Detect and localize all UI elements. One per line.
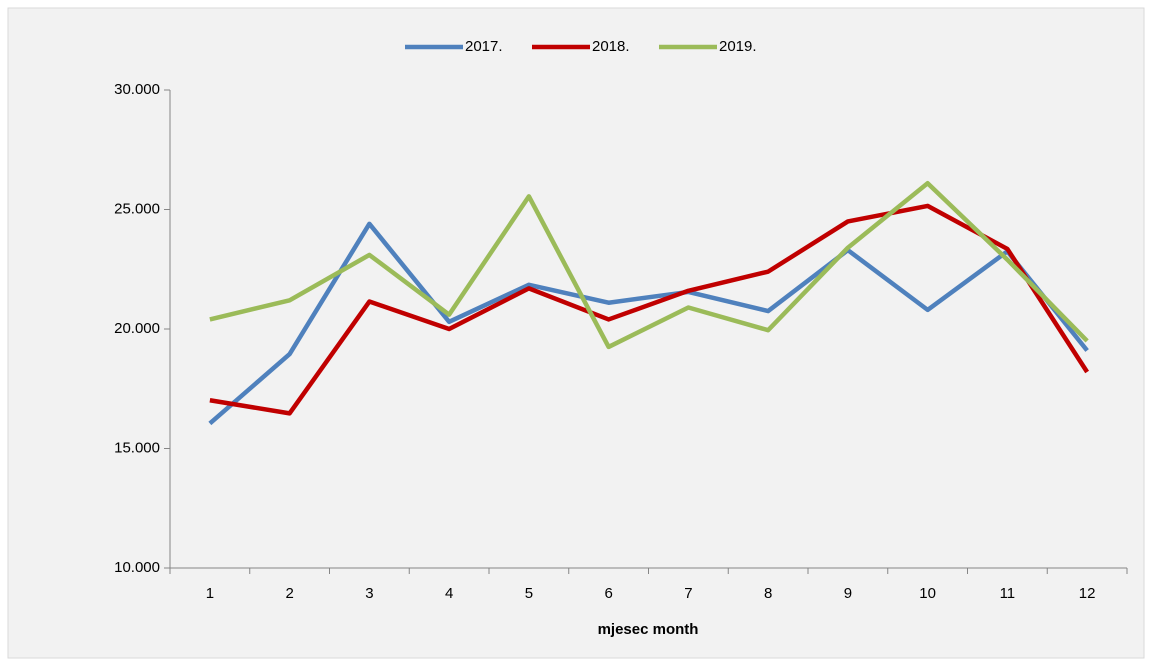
- x-tick-label: 4: [445, 585, 453, 602]
- x-tick-label: 9: [844, 585, 852, 602]
- x-tick-label: 6: [604, 585, 612, 602]
- x-axis-label: mjesec month: [598, 621, 699, 638]
- series-line: [209, 180, 1089, 350]
- series-line: [209, 203, 1090, 416]
- y-tick-label: 20.000: [114, 320, 160, 337]
- x-tick-label: 10: [919, 585, 936, 602]
- x-tick-label: 5: [525, 585, 533, 602]
- x-tick-label: 8: [764, 585, 772, 602]
- x-tick-label: 1: [206, 585, 214, 602]
- legend-label: 2018.: [592, 38, 630, 55]
- y-tick-label: 25.000: [114, 200, 160, 217]
- y-tick-label: 10.000: [114, 559, 160, 576]
- x-tick-label: 3: [365, 585, 373, 602]
- x-tick-label: 12: [1079, 585, 1096, 602]
- y-tick-label: 30.000: [114, 81, 160, 98]
- x-tick-label: 11: [1000, 585, 1016, 602]
- chart-background: [7, 7, 1145, 659]
- x-tick-label: 2: [285, 585, 293, 602]
- legend-label: 2017.: [465, 38, 503, 55]
- legend-label: 2019.: [719, 38, 757, 55]
- y-tick-label: 15.000: [114, 439, 160, 456]
- x-tick-label: 7: [684, 585, 692, 602]
- series-line: [208, 221, 1089, 426]
